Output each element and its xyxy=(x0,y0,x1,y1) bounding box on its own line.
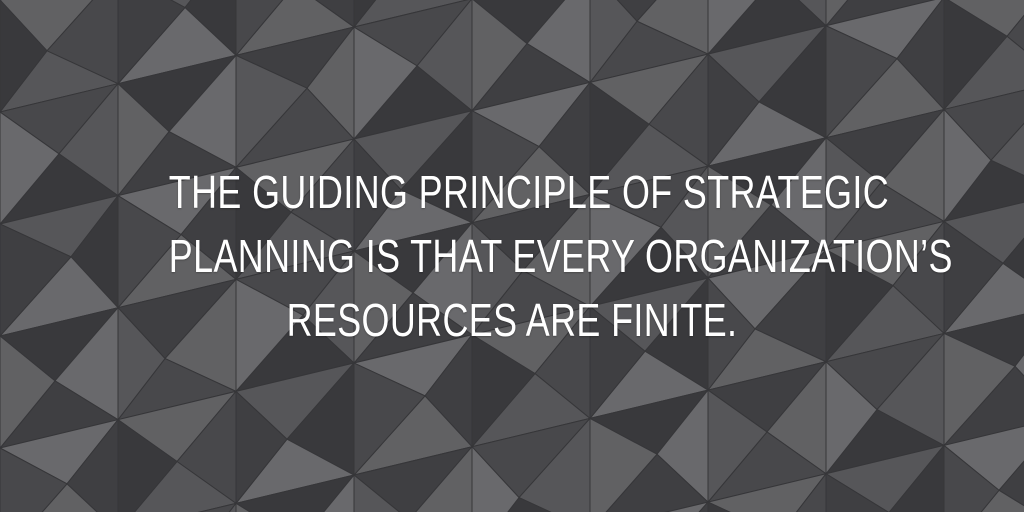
facade-facet xyxy=(707,501,731,512)
facade-facet xyxy=(707,0,757,56)
facade-facet xyxy=(235,390,288,505)
facade-facet xyxy=(698,500,709,512)
facade-facet xyxy=(795,472,827,512)
facade-facet xyxy=(589,193,662,308)
facade-facet xyxy=(117,306,166,422)
facade-facet xyxy=(353,473,401,512)
facade-facet xyxy=(707,165,772,280)
facade-facet xyxy=(235,166,292,281)
facade-facet xyxy=(235,54,308,169)
facade-facet xyxy=(471,333,536,449)
facade-facet xyxy=(943,0,1008,111)
facade-facet xyxy=(117,194,182,310)
facade-facet xyxy=(117,82,170,198)
facade-facet xyxy=(707,276,756,392)
facade-facet xyxy=(664,501,710,512)
facade-facet xyxy=(323,473,355,512)
quote-line-2: PLANNING IS THAT EVERY ORGANIZATION’S xyxy=(168,230,953,282)
facade-facet xyxy=(943,444,1000,512)
facade-facet xyxy=(943,332,1016,447)
facade-facet xyxy=(589,0,638,84)
facade-facet xyxy=(980,489,1024,512)
quote-line-3: RESOURCES ARE FINITE. xyxy=(286,294,738,346)
facade-facet xyxy=(353,0,377,29)
facade-facet xyxy=(589,417,658,512)
facade-facet xyxy=(990,122,1024,177)
facade-facet xyxy=(825,0,849,28)
facade-facet xyxy=(589,305,646,420)
facade-facet xyxy=(0,335,56,449)
facade-facet xyxy=(471,0,528,113)
facade-facet xyxy=(0,111,60,225)
facade-facet xyxy=(707,52,760,168)
facade-facet xyxy=(117,0,186,86)
facade-facet xyxy=(825,24,898,140)
facade-facet xyxy=(353,362,426,477)
facade-facet xyxy=(353,26,418,141)
facade-facet xyxy=(616,0,657,22)
facade-facet xyxy=(471,109,540,225)
facade-facet xyxy=(0,0,48,113)
facade-facet xyxy=(41,483,98,512)
quote-text: THE GUIDING PRINCIPLE OF STRATEGIC PLANN… xyxy=(168,160,953,352)
facade-facet xyxy=(825,360,878,476)
facade-facet xyxy=(943,108,992,223)
facade-facet xyxy=(117,418,178,512)
facade-facet xyxy=(825,472,889,512)
facade-facet xyxy=(507,496,552,512)
quote-line-1: THE GUIDING PRINCIPLE OF STRATEGIC xyxy=(168,166,890,218)
facade-facet xyxy=(1002,237,1024,279)
facade-facet xyxy=(943,220,1004,335)
facade-facet xyxy=(0,447,68,512)
facade-facet xyxy=(589,81,650,196)
facade-facet xyxy=(228,501,237,512)
facade-facet xyxy=(235,0,284,57)
facade-facet xyxy=(353,250,414,365)
facade-facet xyxy=(825,248,894,364)
facade-facet xyxy=(235,502,251,512)
facade-facet xyxy=(0,223,72,337)
facade-facet xyxy=(235,278,304,393)
facade-facet xyxy=(1014,353,1024,377)
facade-facet xyxy=(707,389,768,504)
facade-facet xyxy=(353,137,402,253)
facade-facet xyxy=(471,445,520,512)
facade-facet xyxy=(197,502,238,512)
facade-facet xyxy=(998,460,1024,507)
facade-facet xyxy=(1006,14,1024,51)
facade-facet xyxy=(471,221,524,337)
facade-facet xyxy=(825,136,882,252)
